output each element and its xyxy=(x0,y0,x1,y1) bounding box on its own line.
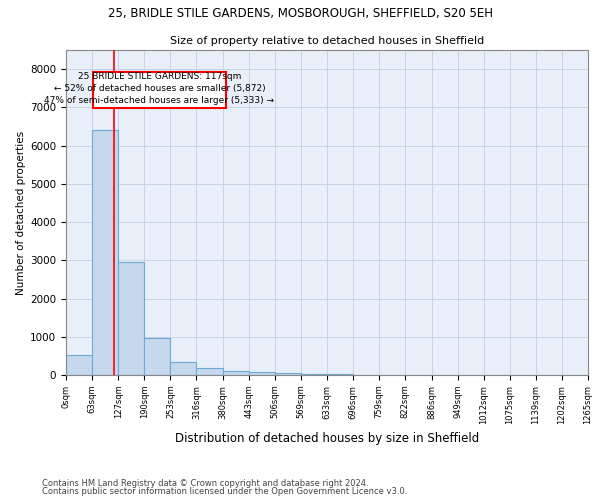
Bar xyxy=(223,371,249,375)
Bar xyxy=(301,374,327,375)
Bar xyxy=(92,130,118,375)
Text: 25, BRIDLE STILE GARDENS, MOSBOROUGH, SHEFFIELD, S20 5EH: 25, BRIDLE STILE GARDENS, MOSBOROUGH, SH… xyxy=(107,8,493,20)
Bar xyxy=(145,338,170,375)
Bar xyxy=(196,368,223,375)
Bar xyxy=(327,374,353,375)
Y-axis label: Number of detached properties: Number of detached properties xyxy=(16,130,26,294)
Bar xyxy=(118,262,145,375)
Bar xyxy=(170,362,196,375)
Title: Size of property relative to detached houses in Sheffield: Size of property relative to detached ho… xyxy=(170,36,484,46)
Text: 25 BRIDLE STILE GARDENS: 117sqm: 25 BRIDLE STILE GARDENS: 117sqm xyxy=(78,72,241,82)
FancyBboxPatch shape xyxy=(93,72,226,108)
Bar xyxy=(275,374,301,375)
Text: ← 52% of detached houses are smaller (5,872): ← 52% of detached houses are smaller (5,… xyxy=(53,84,265,94)
Text: Contains public sector information licensed under the Open Government Licence v3: Contains public sector information licen… xyxy=(42,487,407,496)
Bar xyxy=(249,372,275,375)
X-axis label: Distribution of detached houses by size in Sheffield: Distribution of detached houses by size … xyxy=(175,432,479,445)
Text: 47% of semi-detached houses are larger (5,333) →: 47% of semi-detached houses are larger (… xyxy=(44,96,274,105)
Text: Contains HM Land Registry data © Crown copyright and database right 2024.: Contains HM Land Registry data © Crown c… xyxy=(42,478,368,488)
Bar xyxy=(66,354,92,375)
